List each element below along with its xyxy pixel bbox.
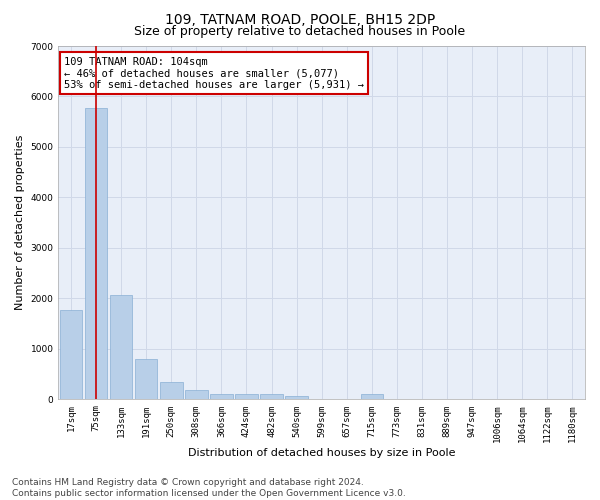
Bar (160, 382, 182, 400)
Bar (286, 396, 308, 400)
Bar (260, 394, 283, 400)
Text: 109, TATNAM ROAD, POOLE, BH15 2DP: 109, TATNAM ROAD, POOLE, BH15 2DP (165, 12, 435, 26)
Bar (135, 359, 157, 400)
Bar (110, 296, 133, 400)
Text: 109 TATNAM ROAD: 104sqm
← 46% of detached houses are smaller (5,077)
53% of semi: 109 TATNAM ROAD: 104sqm ← 46% of detache… (64, 56, 364, 90)
Bar (361, 394, 383, 400)
Bar (235, 394, 258, 400)
X-axis label: Distribution of detached houses by size in Poole: Distribution of detached houses by size … (188, 448, 455, 458)
Y-axis label: Number of detached properties: Number of detached properties (15, 135, 25, 310)
Bar (59, 310, 82, 400)
Bar (185, 390, 208, 400)
Text: Contains HM Land Registry data © Crown copyright and database right 2024.
Contai: Contains HM Land Registry data © Crown c… (12, 478, 406, 498)
Text: Size of property relative to detached houses in Poole: Size of property relative to detached ho… (134, 25, 466, 38)
Bar (85, 108, 107, 400)
Bar (210, 394, 233, 400)
